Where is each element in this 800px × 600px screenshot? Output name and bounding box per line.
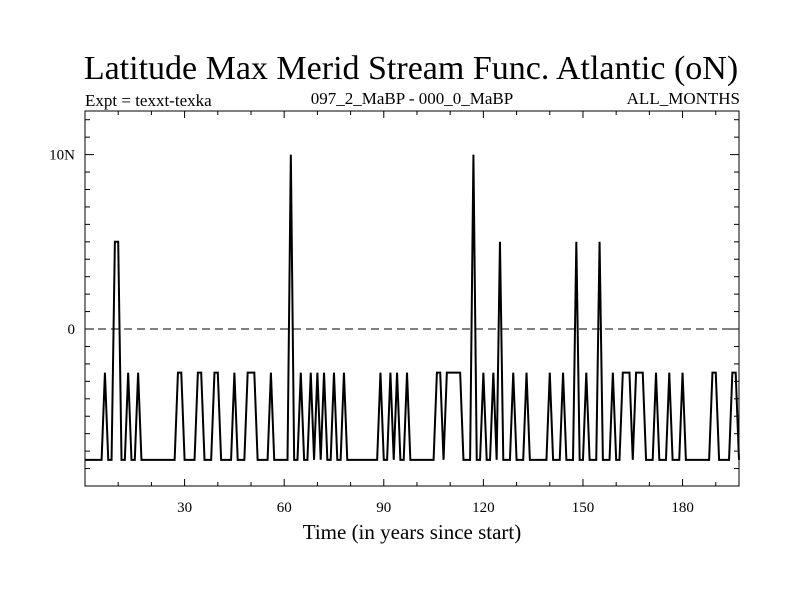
chart-title: Latitude Max Merid Stream Func. Atlantic… (84, 50, 738, 87)
x-tick-label: 180 (671, 500, 694, 516)
x-tick-label: 60 (277, 500, 292, 516)
x-tick-label: 120 (472, 500, 495, 516)
months-label: ALL_MONTHS (627, 89, 740, 108)
series-line (85, 154, 740, 461)
experiment-label: Expt = texxt-texka (85, 91, 212, 110)
x-tick-label: 150 (572, 500, 595, 516)
plot-frame (84, 110, 740, 487)
x-tick-label: 30 (177, 500, 192, 516)
x-axis-label: Time (in years since start) (303, 520, 522, 544)
y-tick-label: 10N (49, 148, 75, 164)
y-tick-label: 0 (68, 322, 76, 338)
y-axis: 10N 0 (49, 119, 739, 487)
x-tick-label: 90 (376, 500, 391, 516)
x-axis: 30 60 90 120 150 180 (117, 111, 717, 516)
period-label: 097_2_MaBP - 000_0_MaBP (311, 89, 513, 108)
